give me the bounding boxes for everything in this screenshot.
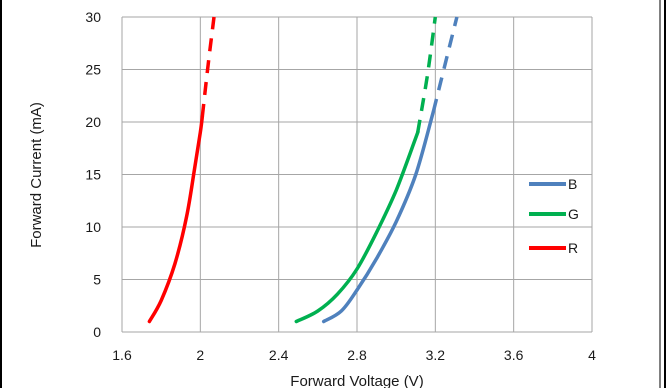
y-tick-label-5: 25	[85, 62, 101, 78]
series-r-solid-line	[147, 115, 205, 324]
x-tick-label-2: 2.4	[269, 347, 289, 363]
legend: BG R	[529, 176, 579, 256]
grid	[121, 16, 593, 333]
x-axis-title: Forward Voltage (V)	[290, 373, 423, 388]
legend-label-r: R	[568, 240, 578, 256]
y-tick-label-2: 10	[85, 219, 101, 235]
y-tick-label-6: 30	[85, 9, 101, 25]
x-tick-label-4: 3.2	[426, 347, 446, 363]
series-lines	[147, 16, 459, 324]
legend-label-b: B	[568, 176, 577, 192]
x-tick-label-6: 4	[588, 347, 596, 363]
legend-label-g: G	[568, 206, 579, 222]
y-tick-label-3: 15	[85, 167, 101, 183]
x-tick-labels: 1.6 2 2.4 2.8 3.2 3.6 4	[112, 347, 596, 363]
series-b-dashed-line	[431, 16, 459, 112]
y-tick-labels: 0 5 10 15 20 25 30	[85, 9, 101, 340]
y-tick-label-4: 20	[85, 114, 101, 130]
x-tick-label-5: 3.6	[504, 347, 524, 363]
x-tick-label-1: 2	[196, 347, 204, 363]
series-r-dashed-line	[200, 16, 216, 117]
series-g-solid-line	[294, 130, 420, 324]
series-b-solid-line	[321, 109, 436, 324]
x-tick-label-0: 1.6	[112, 347, 132, 363]
y-tick-label-1: 5	[93, 272, 101, 288]
x-tick-label-3: 2.8	[347, 347, 367, 363]
y-axis-title: Forward Current (mA)	[28, 102, 45, 248]
y-tick-label-0: 0	[93, 324, 101, 340]
